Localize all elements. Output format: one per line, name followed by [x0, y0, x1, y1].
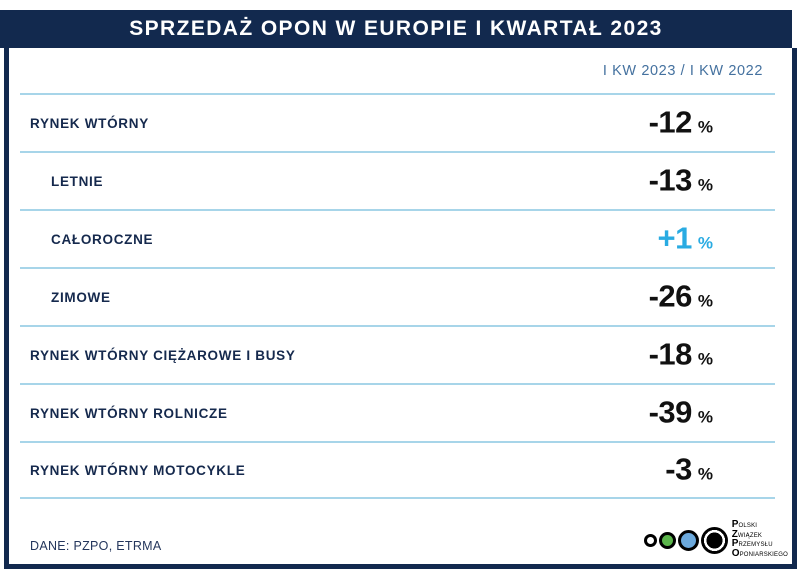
table-row: RYNEK WTÓRNY CIĘŻAROWE I BUSY -18 %	[20, 325, 775, 383]
percent-sign: %	[697, 175, 713, 195]
row-value: -18 %	[634, 336, 713, 372]
row-label: RYNEK WTÓRNY CIĘŻAROWE I BUSY	[30, 347, 296, 363]
row-value: -13 %	[634, 162, 713, 198]
table-row: RYNEK WTÓRNY -12 %	[20, 93, 775, 151]
value-number: -12	[648, 104, 693, 140]
percent-sign: %	[697, 407, 713, 427]
value-number: -18	[648, 336, 693, 372]
content-frame: I KW 2023 / I KW 2022 RYNEK WTÓRNY -12 %…	[4, 48, 797, 569]
row-value: -26 %	[634, 278, 713, 314]
blue-circle-icon	[677, 529, 699, 551]
column-header: I KW 2023 / I KW 2022	[602, 62, 763, 79]
page-title: SPRZEDAŻ OPON W EUROPIE I KWARTAŁ 2023	[129, 17, 663, 40]
black-tire-circle-icon	[700, 526, 728, 554]
table-row: RYNEK WTÓRNY MOTOCYKLE -3 %	[20, 441, 775, 499]
row-value: +1 %	[634, 220, 713, 256]
percent-sign: %	[697, 233, 713, 253]
column-header-row: I KW 2023 / I KW 2022	[20, 48, 775, 93]
title-bar: SPRZEDAŻ OPON W EUROPIE I KWARTAŁ 2023	[0, 10, 792, 48]
data-source: DANE: PZPO, ETRMA	[30, 539, 162, 553]
value-number: -39	[648, 394, 693, 430]
value-number: -26	[648, 278, 693, 314]
table-row: RYNEK WTÓRNY ROLNICZE -39 %	[20, 383, 775, 441]
logo-text-line: P OLSKI	[731, 519, 758, 530]
row-value: -12 %	[634, 104, 713, 140]
row-label: RYNEK WTÓRNY ROLNICZE	[30, 405, 228, 421]
percent-sign: %	[697, 464, 713, 484]
white-ring-circle-icon	[643, 533, 657, 547]
table-row: CAŁOROCZNE +1 %	[20, 209, 775, 267]
row-label: LETNIE	[51, 173, 104, 189]
row-value: -3 %	[634, 451, 713, 487]
value-number: +1	[657, 220, 693, 256]
row-label: CAŁOROCZNE	[51, 231, 154, 247]
percent-sign: %	[697, 349, 713, 369]
row-label: RYNEK WTÓRNY	[30, 115, 149, 131]
pzpo-logo: P OLSKI Z WIĄZEK P RZEMYSŁU O PONIARSKIE…	[643, 519, 788, 559]
row-value: -39 %	[634, 394, 713, 430]
value-number: -3	[665, 451, 692, 487]
value-number: -13	[648, 162, 693, 198]
green-circle-icon	[658, 531, 676, 549]
table: I KW 2023 / I KW 2022 RYNEK WTÓRNY -12 %…	[20, 48, 775, 499]
percent-sign: %	[697, 117, 713, 137]
logo-text: P OLSKI Z WIĄZEK P RZEMYSŁU O PONIARSKIE…	[731, 519, 788, 559]
row-label: RYNEK WTÓRNY MOTOCYKLE	[30, 462, 246, 478]
table-row: ZIMOWE -26 %	[20, 267, 775, 325]
row-label: ZIMOWE	[51, 289, 111, 305]
table-row: LETNIE -13 %	[20, 151, 775, 209]
percent-sign: %	[697, 291, 713, 311]
logo-text-line: Z WIĄZEK	[731, 528, 763, 540]
logo-text-line: O PONIARSKIEGO	[731, 547, 788, 559]
logo-text-line: P RZEMYSŁU	[731, 538, 773, 549]
